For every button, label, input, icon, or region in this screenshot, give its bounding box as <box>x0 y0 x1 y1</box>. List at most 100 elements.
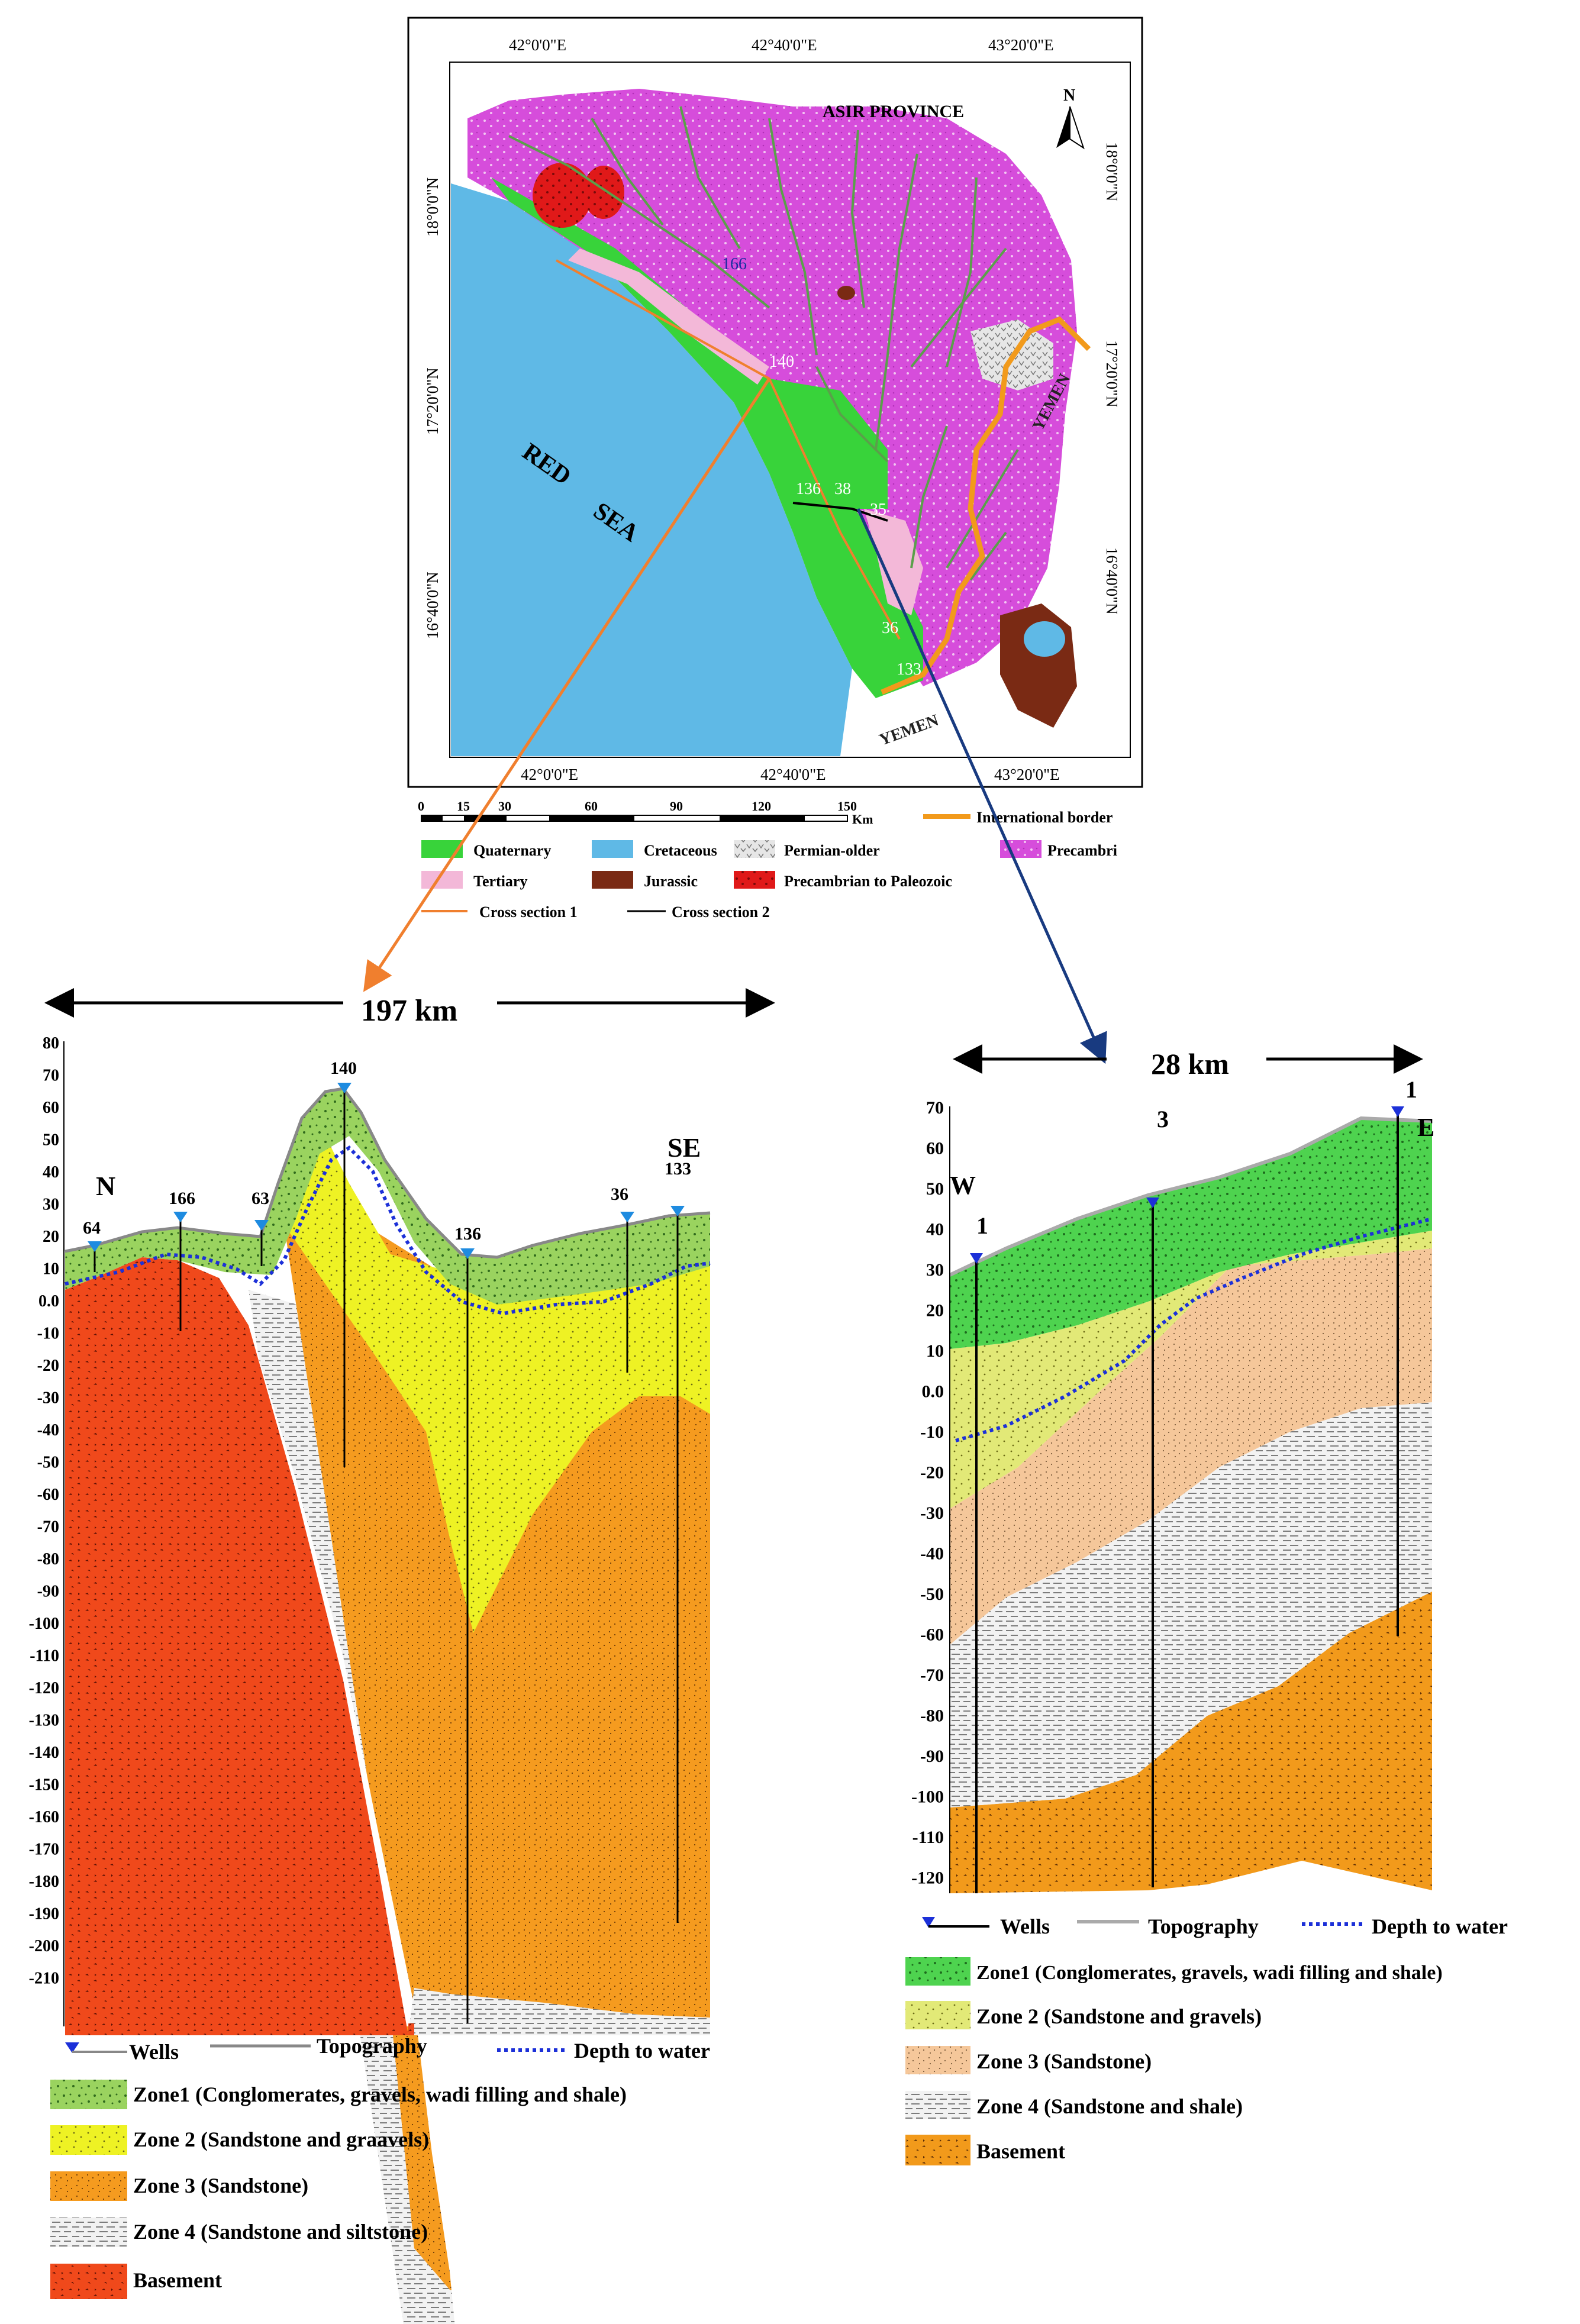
cs2-west-label: W <box>950 1171 976 1200</box>
location-map: 166 140 136 38 35 36 133 ASIR PROVINCE R… <box>407 17 1143 921</box>
cs1-y-tick: 60 <box>43 1099 59 1117</box>
cs2-y-tick: -50 <box>920 1584 944 1604</box>
cs1-y-tick: -50 <box>37 1454 59 1472</box>
cs1-well-labels: 64 166 63 140 36 133 136 <box>83 1058 691 1244</box>
top-tick-0: 42°0'0"E <box>509 36 566 54</box>
cs2-y-tick: -100 <box>911 1787 944 1807</box>
cs1-y-tick: -90 <box>37 1583 59 1601</box>
cs1-legend-zone3-swatch <box>50 2171 127 2201</box>
legend-quaternary-swatch <box>421 840 463 858</box>
cs1-y-tick: -40 <box>37 1421 59 1439</box>
cs2-legend-zone1: Zone1 (Conglomerates, gravels, wadi fill… <box>976 1962 1443 1984</box>
cs2-legend-zone4-swatch <box>905 2091 970 2119</box>
legend-cs2: Cross section 2 <box>672 903 770 921</box>
map-legend: International border Quaternary Cretaceo… <box>421 809 1117 921</box>
cs1-legend-basement-swatch <box>50 2264 127 2299</box>
scale-tick-150: 150 <box>837 799 857 814</box>
legend-permian-swatch <box>734 840 775 858</box>
cs2-legend-topography: Topography <box>1148 1915 1259 1938</box>
precambrian-paleozoic-area <box>533 163 592 228</box>
cs1-y-tick-labels: 80 70 60 50 40 30 20 10 0.0 -10 -20 -30 -40 -50 -60 -70… <box>29 1034 59 1988</box>
cs1-y-tick: 0.0 <box>38 1292 59 1311</box>
top-tick-2: 43°20'0"E <box>988 36 1054 54</box>
scale-tick-90: 90 <box>670 799 683 814</box>
connector-cross-section-2 <box>856 508 1107 1064</box>
cs2-legend-zone4: Zone 4 (Sandstone and shale) <box>976 2094 1243 2118</box>
quaternary-area <box>491 177 923 698</box>
cs1-well-64: 64 <box>83 1218 101 1238</box>
cs1-legend-zone1-swatch <box>50 2080 127 2109</box>
legend-cretaceous-swatch <box>592 840 633 858</box>
scale-bar: 0 15 30 60 90 120 150 Km <box>418 799 873 827</box>
cs2-well-labels: 1 3 1 <box>976 1076 1417 1239</box>
cs2-zone3 <box>950 1248 1432 1645</box>
scale-tick-15: 15 <box>457 799 470 814</box>
cs1-legend-zone2: Zone 2 (Sandstone and graavels) <box>133 2128 429 2151</box>
legend-jurassic: Jurassic <box>644 873 698 890</box>
cs1-legend-zone1: Zone1 (Conglomerates, gravels, wadi fill… <box>133 2083 627 2106</box>
map-well-133: 133 <box>897 660 921 679</box>
bottom-tick-2: 43°20'0"E <box>994 766 1060 783</box>
cs1-y-tick: -110 <box>30 1647 59 1665</box>
cs2-legend-zone2-swatch <box>905 2001 970 2029</box>
wadi-network <box>508 106 1019 581</box>
cs2-y-tick: -40 <box>920 1544 944 1564</box>
cs2-y-tick: -30 <box>920 1503 944 1523</box>
cs2-y-tick: -60 <box>920 1625 944 1645</box>
cs2-y-tick: 0.0 <box>922 1382 944 1402</box>
cs1-y-tick: 30 <box>43 1196 59 1214</box>
cs2-depth-to-water-line <box>955 1217 1433 1442</box>
cs2-y-tick: -120 <box>911 1868 944 1888</box>
scale-unit: Km <box>852 812 873 827</box>
cs2-length: 28 km <box>1151 1047 1229 1080</box>
cs2-y-tick-labels: 70 60 50 40 30 20 10 0.0 -10 -20 -30 -40 -50 -60 -70 -8… <box>911 1098 944 1888</box>
cs1-y-tick: 10 <box>43 1260 59 1279</box>
cs1-zone1 <box>65 1089 710 1305</box>
right-tick-1: 17°20'0"N <box>1103 340 1121 408</box>
cs2-east-label: E <box>1417 1113 1434 1142</box>
cs2-basement <box>950 1592 1432 1893</box>
cs1-well-36: 36 <box>611 1184 628 1204</box>
cs2-y-tick: 70 <box>926 1098 944 1118</box>
cs1-legend-zone4: Zone 4 (Sandstone and siltstone) <box>133 2220 428 2244</box>
cs1-well-markers <box>88 1083 685 1259</box>
cs1-legend-zone3: Zone 3 (Sandstone) <box>133 2174 308 2197</box>
scale-tick-30: 30 <box>498 799 511 814</box>
cs2-legend-zone3: Zone 3 (Sandstone) <box>976 2049 1152 2073</box>
cs1-topography-line <box>65 1087 711 1259</box>
cs2-y-tick: -20 <box>920 1463 944 1483</box>
cs1-legend: Wells Topography Depth to water Zone1 (C… <box>50 2034 710 2299</box>
map-well-136: 136 <box>796 480 821 498</box>
cs1-legend-well-icon <box>65 2042 79 2053</box>
cs2-zone1 <box>950 1118 1432 1349</box>
cs1-y-tick: -210 <box>29 1970 59 1988</box>
cs1-y-tick: -120 <box>29 1679 59 1697</box>
cs2-legend-depth: Depth to water <box>1372 1915 1508 1938</box>
cs2-y-tick: -10 <box>920 1422 944 1442</box>
cs2-legend-wells: Wells <box>1000 1915 1050 1938</box>
cross-section-2-line <box>792 502 888 522</box>
cs2-y-tick: -70 <box>920 1665 944 1685</box>
cs1-y-tick: 50 <box>43 1131 59 1150</box>
cs1-y-tick: -70 <box>37 1518 59 1537</box>
cs1-y-tick: -100 <box>29 1615 59 1633</box>
cs2-legend-zone2: Zone 2 (Sandstone and gravels) <box>976 2005 1262 2028</box>
quaternary-area-2 <box>769 379 888 509</box>
international-border <box>881 316 1091 695</box>
jurassic-spot <box>837 286 855 300</box>
svg-text:N: N <box>1063 86 1075 105</box>
cs1-legend-wells: Wells <box>129 2040 179 2064</box>
top-tick-1: 42°40'0"E <box>752 36 817 54</box>
cs2-y-tick: 50 <box>926 1179 944 1199</box>
cs1-legend-basement: Basement <box>133 2268 222 2292</box>
map-well-38: 38 <box>834 480 851 498</box>
cs2-y-tick: -110 <box>912 1828 944 1847</box>
legend-quaternary: Quaternary <box>473 842 551 859</box>
cs1-y-tick: -190 <box>29 1905 59 1923</box>
cs2-y-tick: -90 <box>920 1747 944 1766</box>
cs2-well-1-east: 1 <box>1405 1076 1417 1103</box>
cs1-y-tick: -20 <box>37 1357 59 1375</box>
cs2-y-tick: 60 <box>926 1139 944 1158</box>
cs2-legend-zone3-swatch <box>905 2046 970 2074</box>
